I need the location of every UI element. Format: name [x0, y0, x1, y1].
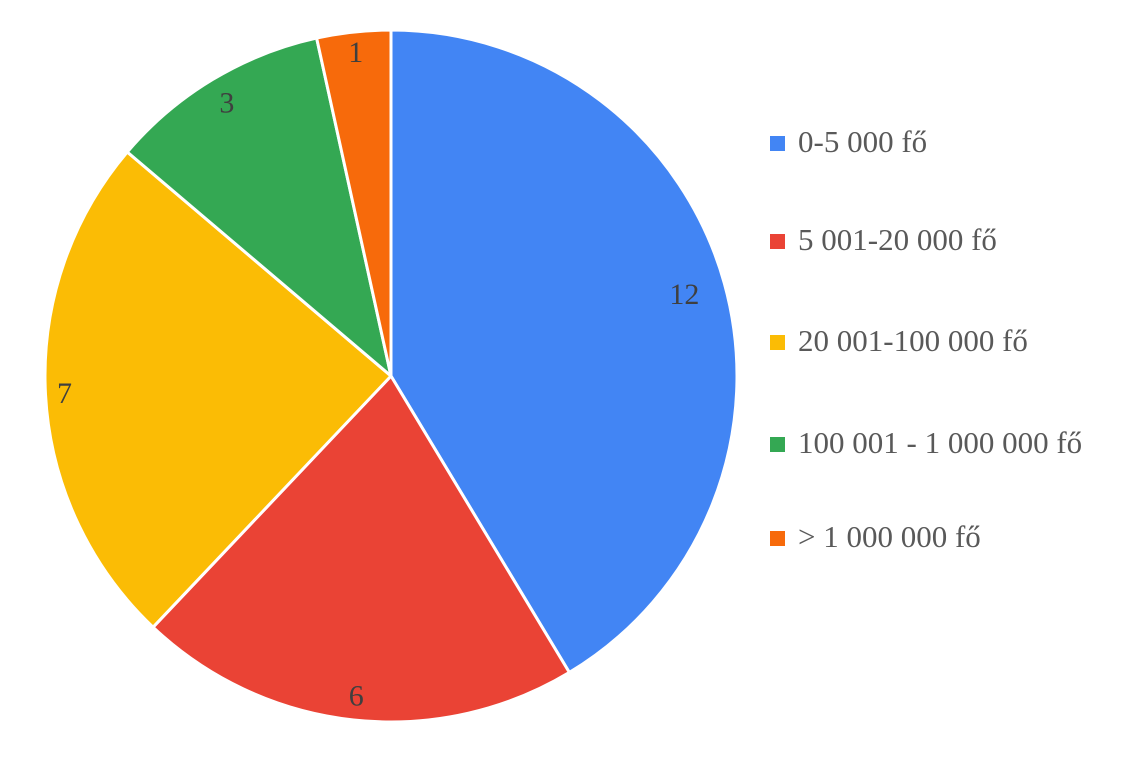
- pie-slice-100-001-1-000-000-f: [125, 36, 393, 378]
- legend-swatch: [770, 135, 785, 151]
- slice-value-label: 1: [348, 36, 363, 69]
- legend-swatch: [770, 233, 785, 249]
- legend-label: 100 001 - 1 000 000 fő: [798, 425, 1083, 460]
- pie-slice-0-5-000-f: [389, 28, 739, 674]
- slice-value-label: 12: [669, 278, 699, 311]
- legend-label: 5 001-20 000 fő: [798, 222, 997, 257]
- legend-swatch: [770, 334, 785, 350]
- legend-label: 20 001-100 000 fő: [798, 323, 1028, 358]
- legend-item-1-000-000-f: > 1 000 000 fő: [770, 521, 981, 553]
- legend-swatch: [770, 436, 785, 452]
- legend-item-5-001-20-000-f: 5 001-20 000 fő: [770, 224, 997, 256]
- pie-slice-5-001-20-000-f: [151, 374, 571, 724]
- legend-item-100-001-1-000-000-f: 100 001 - 1 000 000 fő: [770, 427, 1082, 459]
- pie-slice-20-001-100-000-f: [43, 150, 393, 629]
- legend-item-20-001-100-000-f: 20 001-100 000 fő: [770, 325, 1028, 357]
- pie-slice-1-000-000-f: [315, 28, 393, 378]
- slice-value-label: 7: [57, 377, 72, 410]
- legend-swatch: [770, 530, 785, 546]
- legend-label: > 1 000 000 fő: [798, 519, 981, 554]
- slice-value-label: 6: [349, 679, 364, 712]
- legend-item-0-5-000-f: 0-5 000 fő: [770, 126, 927, 158]
- legend-label: 0-5 000 fő: [798, 124, 928, 159]
- slice-value-label: 3: [219, 87, 234, 120]
- chart-legend: 0-5 000 fő 5 001-20 000 fő 20 001-100 000 …: [770, 0, 1135, 759]
